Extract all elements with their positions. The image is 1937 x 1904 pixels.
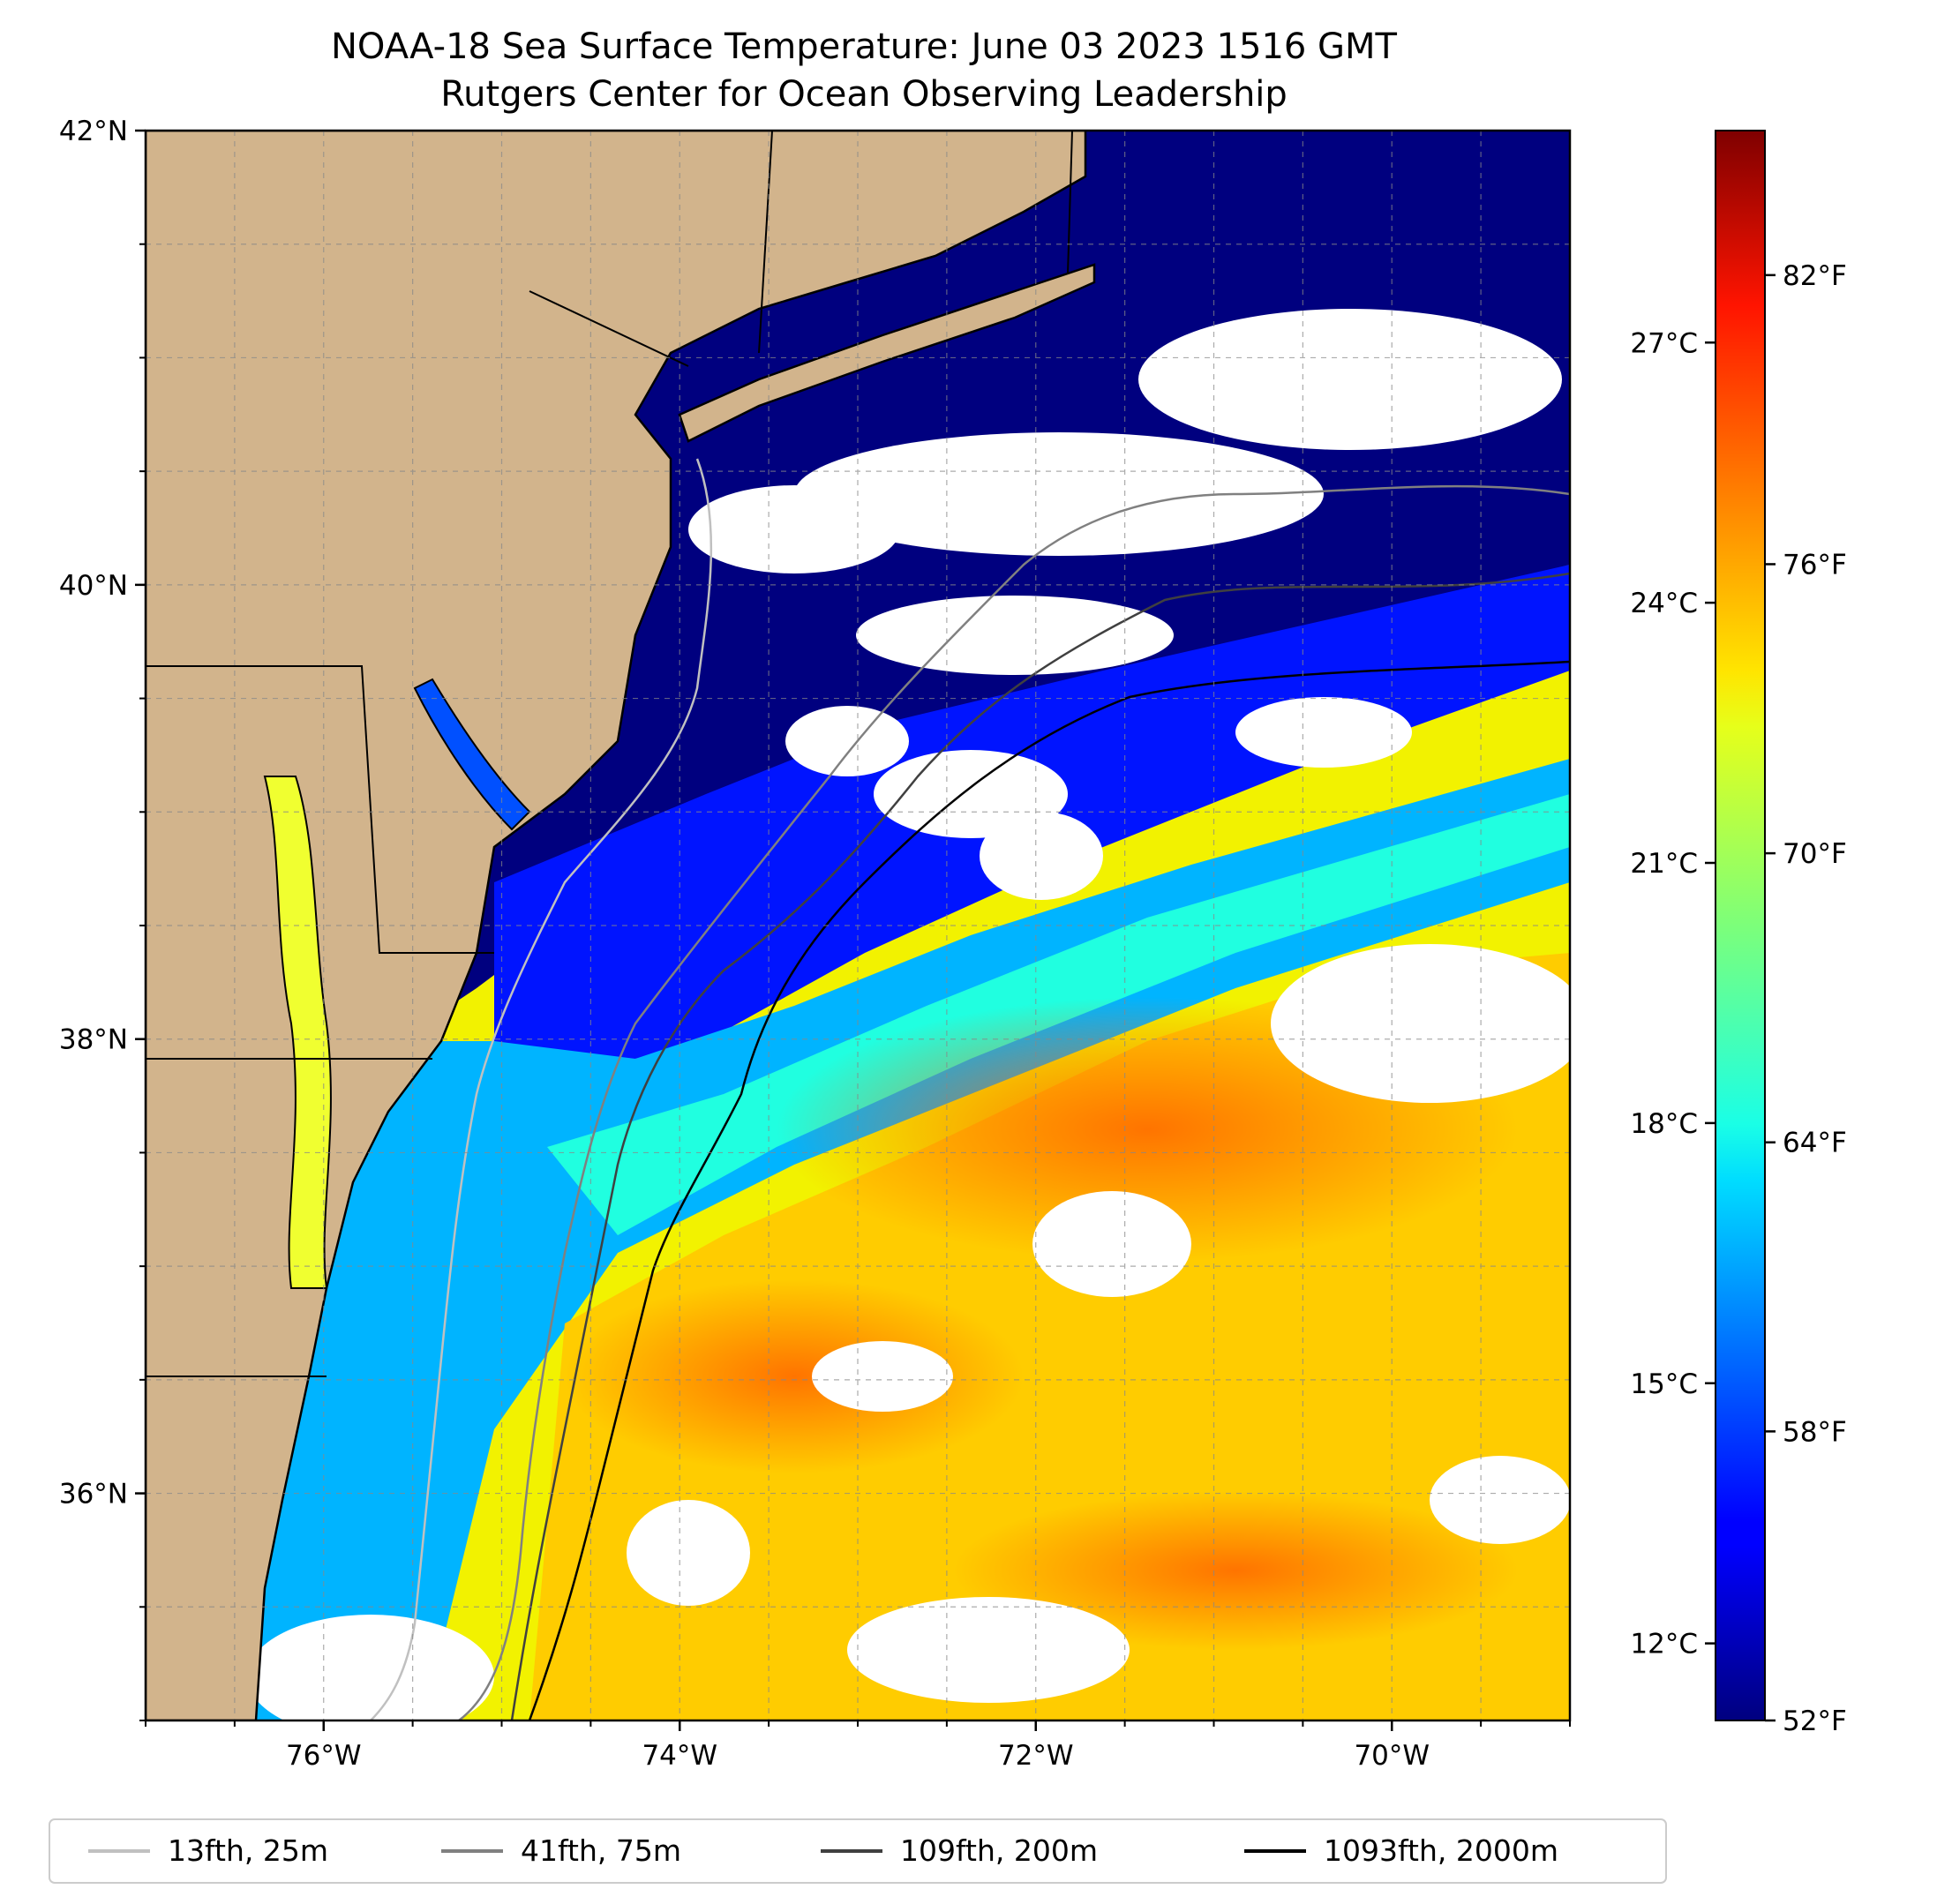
- sst-warm-filament: [565, 1279, 1024, 1473]
- colorbar-gradient: [1715, 130, 1766, 1721]
- legend-items: 13fth, 25m 41fth, 75m 109fth, 200m 1093fth,…: [88, 1833, 1558, 1868]
- sst-warm-patch: [953, 1491, 1518, 1650]
- chesapeake-bay: [263, 776, 332, 1289]
- cloud-patch: [1235, 697, 1412, 768]
- legend-label: 1093fth, 2000m: [1324, 1833, 1558, 1868]
- map-axis-ticks: 76°W 74°W 72°W 70°W 42°N 40°N 38°N 36°N: [59, 116, 1571, 1772]
- map-title-line2: Rutgers Center for Ocean Observing Leade…: [440, 74, 1288, 115]
- cloud-patch: [785, 706, 909, 776]
- colorbar-ticks: 52°F 58°F 64°F 70°F 76°F 82°F 12°C 15°C 18°C 21°C…: [1630, 260, 1846, 1737]
- land-mainland: [146, 131, 1087, 1720]
- map-title-line1: NOAA-18 Sea Surface Temperature: June 03…: [331, 26, 1398, 67]
- lon-tick-label: 76°W: [286, 1740, 362, 1772]
- isobath-200m: [510, 572, 1570, 1720]
- colorbar-f-label: 76°F: [1783, 549, 1847, 581]
- gridlines: [146, 131, 1570, 1720]
- colorbar: 52°F 58°F 64°F 70°F 76°F 82°F 12°C 15°C 18°C 21°C…: [1630, 130, 1847, 1737]
- colorbar-c-label: 15°C: [1630, 1368, 1698, 1400]
- cloud-patch: [980, 812, 1103, 900]
- colorbar-f-label: 82°F: [1783, 260, 1847, 292]
- cloud-patch: [627, 1500, 750, 1606]
- lat-tick-label: 38°N: [59, 1024, 128, 1056]
- isobath-2000m: [528, 660, 1570, 1720]
- lat-tick-label: 36°N: [59, 1479, 128, 1510]
- colorbar-c-label: 27°C: [1630, 327, 1698, 359]
- colorbar-f-label: 58°F: [1783, 1416, 1847, 1448]
- state-border: [146, 665, 494, 954]
- cloud-patch: [1271, 944, 1570, 1103]
- lat-tick-label: 42°N: [59, 116, 128, 147]
- colorbar-c-label: 21°C: [1630, 848, 1698, 880]
- colorbar-f-label: 64°F: [1783, 1128, 1847, 1159]
- cloud-patch: [1138, 309, 1562, 450]
- cloud-mask: [247, 309, 1570, 1720]
- cloud-patch: [812, 1341, 953, 1412]
- isobath-25m: [370, 458, 713, 1720]
- state-border: [1067, 131, 1073, 274]
- state-border: [758, 131, 773, 354]
- legend-label: 109fth, 200m: [900, 1833, 1098, 1868]
- lon-tick-label: 72°W: [998, 1740, 1074, 1772]
- cloud-patch: [688, 485, 900, 573]
- cloud-patch: [247, 1615, 494, 1720]
- colorbar-f-label: 52°F: [1783, 1705, 1847, 1737]
- cloud-patch: [794, 432, 1324, 556]
- lat-tick-label: 40°N: [59, 570, 128, 602]
- legend-label: 13fth, 25m: [168, 1833, 328, 1868]
- legend: 13fth, 25m 41fth, 75m 109fth, 200m 1093fth,…: [49, 1818, 1667, 1884]
- land-long-island: [678, 263, 1096, 443]
- colorbar-c-label: 18°C: [1630, 1108, 1698, 1140]
- map-panel: [146, 131, 1570, 1720]
- state-border: [529, 290, 689, 367]
- state-borders: [146, 131, 1073, 1377]
- cloud-patch: [847, 1597, 1130, 1703]
- cloud-patch: [1032, 1191, 1191, 1297]
- lon-tick-label: 74°W: [642, 1740, 717, 1772]
- isobath-75m: [458, 484, 1570, 1720]
- colorbar-f-label: 70°F: [1783, 838, 1847, 870]
- cloud-patch: [856, 596, 1174, 675]
- cloud-patch: [1430, 1456, 1570, 1544]
- lon-tick-label: 70°W: [1354, 1740, 1430, 1772]
- colorbar-c-label: 12°C: [1630, 1629, 1698, 1660]
- colorbar-c-label: 24°C: [1630, 588, 1698, 619]
- legend-label: 41fth, 75m: [521, 1833, 681, 1868]
